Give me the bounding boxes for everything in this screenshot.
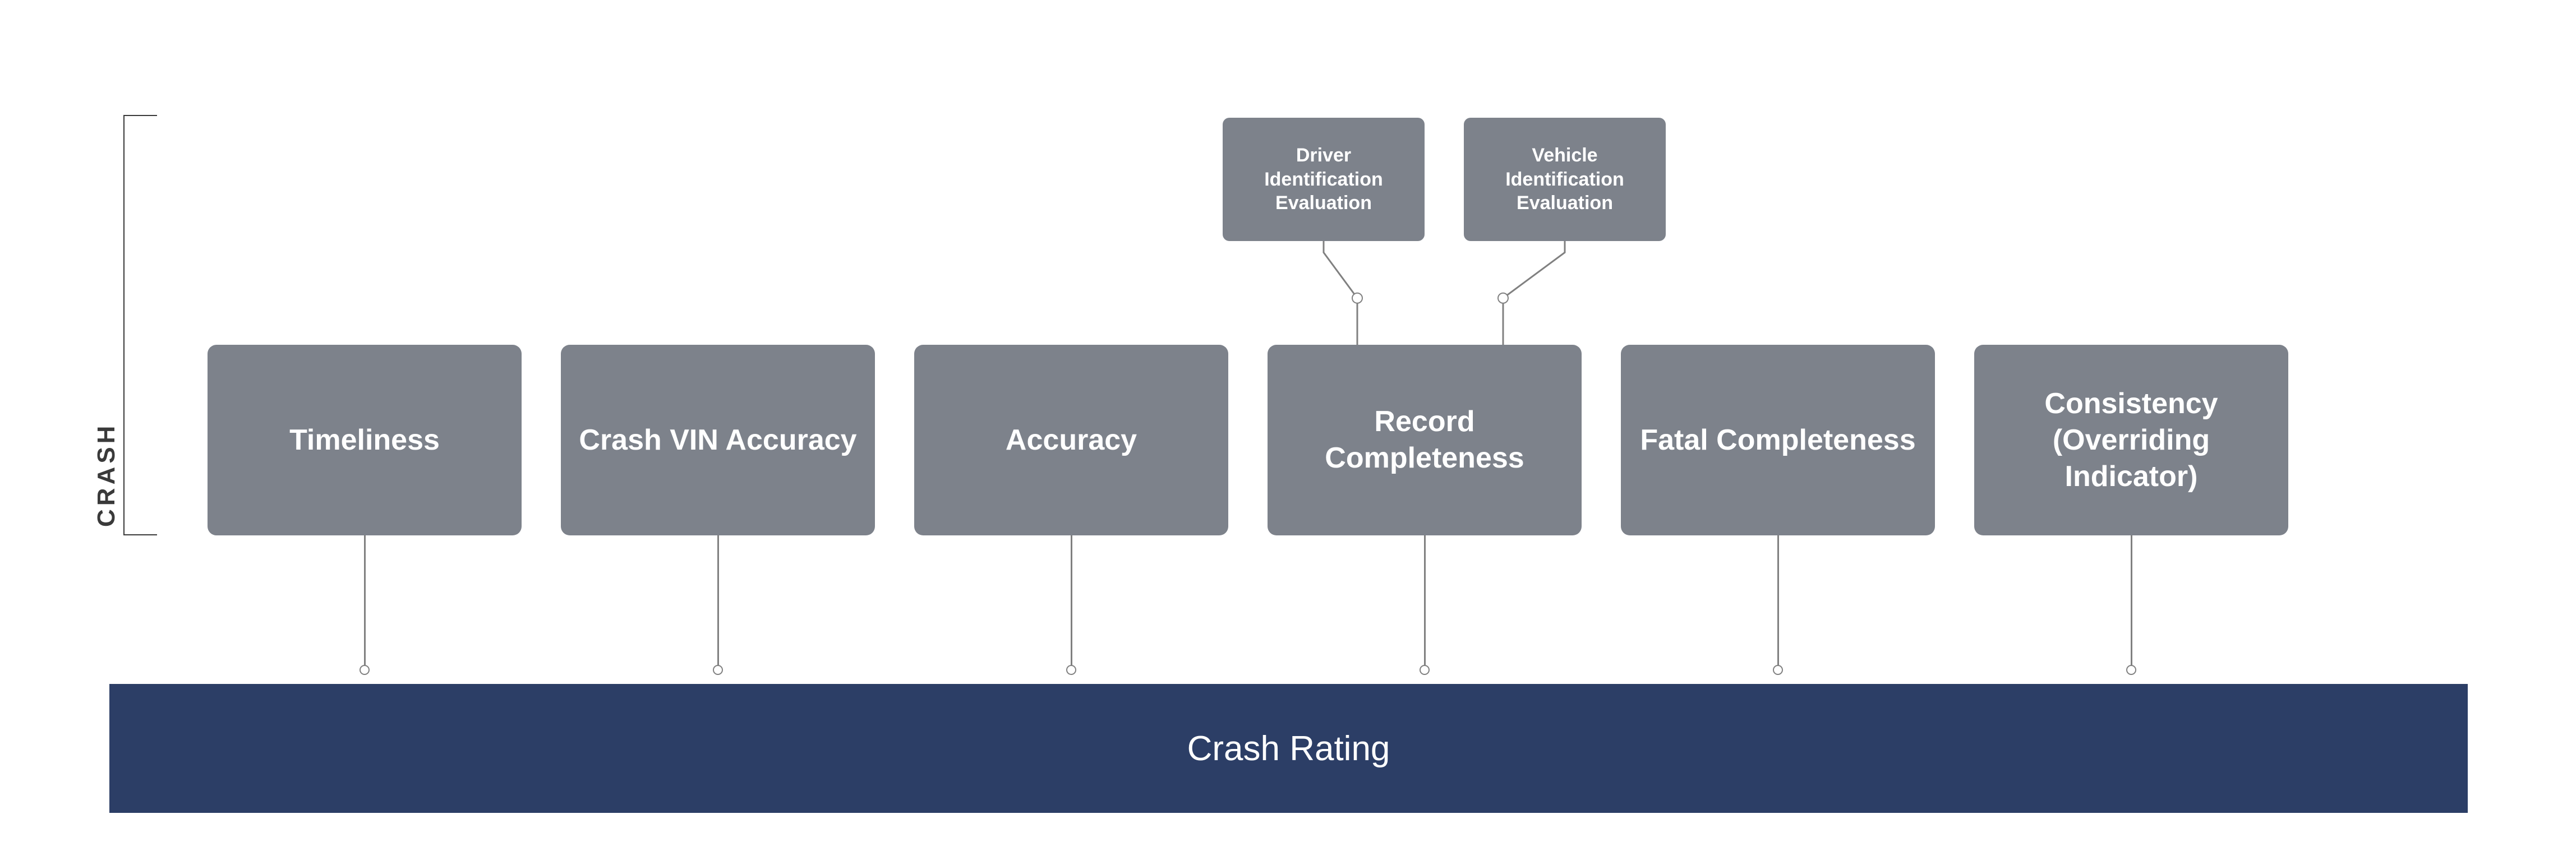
node-label: Driver Identification Evaluation (1239, 144, 1408, 215)
top-node-vehicle-id-eval: Vehicle Identification Evaluation (1464, 118, 1666, 241)
top-node-driver-id-eval: Driver Identification Evaluation (1223, 118, 1425, 241)
connector-dot-icon (2126, 665, 2136, 675)
connector-line (1312, 241, 1368, 356)
connector-dot-icon (1066, 665, 1076, 675)
connector-dot-icon (713, 665, 723, 675)
node-label: Consistency (Overriding Indicator) (1991, 386, 2271, 495)
connector-line (364, 535, 366, 670)
main-node-consistency: Consistency (Overriding Indicator) (1974, 345, 2288, 535)
connector-line (2131, 535, 2132, 670)
connector-dot-icon (360, 665, 370, 675)
connector-line (1777, 535, 1779, 670)
connector-line (717, 535, 719, 670)
node-label: Record Completeness (1284, 404, 1565, 477)
main-node-fatal-completeness: Fatal Completeness (1621, 345, 1935, 535)
main-node-accuracy: Accuracy (914, 345, 1228, 535)
node-label: Crash VIN Accuracy (579, 422, 856, 459)
connector-dot-icon (1420, 665, 1430, 675)
node-label: Accuracy (1006, 422, 1137, 459)
connector-line (1424, 535, 1426, 670)
main-node-timeliness: Timeliness (208, 345, 522, 535)
connector-line (1071, 535, 1072, 670)
node-label: Vehicle Identification Evaluation (1481, 144, 1649, 215)
node-label: Fatal Completeness (1640, 422, 1915, 459)
connector-line (1492, 241, 1576, 356)
main-node-record-completeness: Record Completeness (1268, 345, 1582, 535)
category-label: CRASH (93, 423, 121, 527)
crash-rating-bar: Crash Rating (109, 684, 2468, 813)
node-label: Timeliness (289, 422, 440, 459)
crash-diagram: CRASH Driver Identification Evaluation Ve… (0, 0, 2576, 851)
connector-dot-icon (1773, 665, 1783, 675)
main-node-crash-vin: Crash VIN Accuracy (561, 345, 875, 535)
bracket-icon (123, 115, 163, 535)
